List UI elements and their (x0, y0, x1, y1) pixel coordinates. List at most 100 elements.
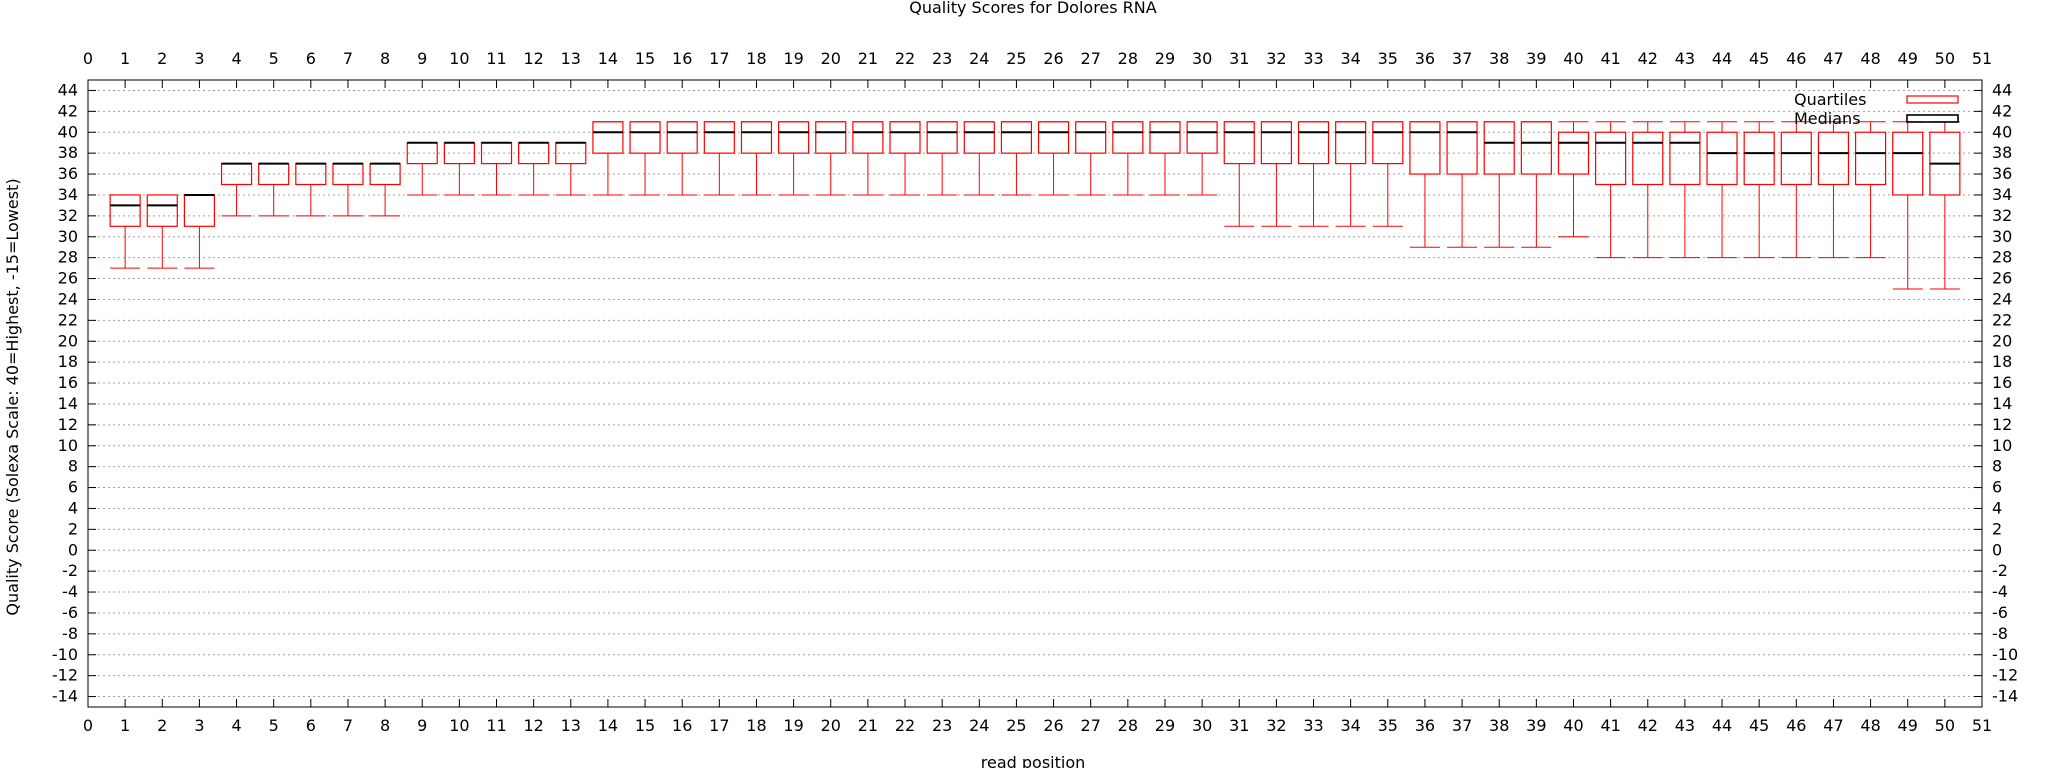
y-tick-label: 14 (58, 394, 78, 413)
x-tick-label: 7 (343, 49, 353, 68)
x-tick-label: 41 (1600, 716, 1620, 735)
x-tick-label: 16 (672, 49, 692, 68)
quartile-box (778, 121, 810, 154)
box-position-26 (1037, 121, 1070, 196)
quartile-box (1000, 121, 1033, 154)
x-tick-label: 36 (1415, 716, 1435, 735)
y-tick-label: -14 (52, 687, 78, 706)
quartile-box (1483, 121, 1515, 175)
x-tick-label: 21 (858, 49, 878, 68)
box-position-41 (1595, 121, 1627, 259)
y-tick-label: -14 (1992, 687, 2018, 706)
x-tick-label: 19 (783, 716, 803, 735)
x-tick-label: 11 (486, 716, 506, 735)
y-tick-label: 26 (58, 269, 78, 288)
x-tick-label: 8 (380, 49, 390, 68)
x-tick-label: 11 (486, 49, 506, 68)
box-position-28 (1112, 121, 1144, 196)
x-tick-label: 1 (120, 49, 130, 68)
box-position-18 (740, 121, 773, 196)
quartile-box (1817, 131, 1850, 186)
y-tick-label: -10 (1992, 645, 2018, 664)
x-tick-label: 20 (821, 716, 841, 735)
y-tick-label: -12 (52, 666, 78, 685)
y-tick-label: -12 (1992, 666, 2018, 685)
x-tick-label: 47 (1823, 49, 1843, 68)
box-position-10 (443, 141, 475, 196)
y-tick-label: 28 (58, 248, 78, 267)
y-tick-label: -6 (62, 603, 78, 622)
y-tick-label: 40 (1992, 122, 2012, 141)
box-position-21 (852, 121, 884, 196)
x-tick-label: 28 (1118, 49, 1138, 68)
x-tick-label: 17 (709, 49, 729, 68)
y-tick-label: 24 (1992, 289, 2012, 308)
x-tick-label: 30 (1192, 716, 1212, 735)
x-tick-label: 1 (120, 716, 130, 735)
box-position-19 (778, 121, 810, 196)
quartile-box (1706, 131, 1738, 186)
box-position-47 (1817, 121, 1850, 259)
x-tick-label: 23 (932, 716, 952, 735)
x-tick-label: 2 (157, 716, 167, 735)
x-tick-label: 35 (1378, 716, 1398, 735)
x-tick-label: 5 (269, 49, 279, 68)
quartile-box (1149, 121, 1181, 154)
x-tick-label: 42 (1638, 49, 1658, 68)
quartile-box (703, 121, 735, 154)
quartile-box (666, 121, 698, 154)
grid-layer (88, 89, 1982, 698)
box-position-12 (518, 141, 550, 196)
quartile-box (1037, 121, 1070, 154)
quartile-box (629, 121, 661, 154)
quartile-box (1780, 131, 1812, 186)
box-position-27 (1075, 121, 1107, 196)
x-tick-label: 33 (1303, 716, 1323, 735)
box-position-25 (1000, 121, 1033, 196)
quartile-box (1446, 121, 1478, 175)
box-position-35 (1372, 121, 1404, 227)
y-tick-label: 24 (58, 289, 78, 308)
x-tick-label: 41 (1600, 49, 1620, 68)
box-position-45 (1743, 121, 1775, 259)
x-tick-label: 25 (1006, 49, 1026, 68)
quartile-box (740, 121, 773, 154)
box-position-46 (1780, 121, 1812, 259)
box-position-6 (295, 162, 327, 217)
x-tick-label: 28 (1118, 716, 1138, 735)
y-tick-label: 8 (1992, 457, 2002, 476)
x-tick-label: 14 (598, 716, 618, 735)
y-tick-label: 22 (1992, 310, 2012, 329)
y-tick-label: 12 (58, 415, 78, 434)
x-tick-label: 49 (1898, 716, 1918, 735)
y-tick-label: 20 (58, 331, 78, 350)
x-tick-label: 3 (194, 49, 204, 68)
box-position-32 (1260, 121, 1292, 227)
quartile-box (1260, 121, 1292, 165)
quartile-box (1186, 121, 1218, 154)
box-position-40 (1557, 121, 1590, 238)
box-position-38 (1483, 121, 1515, 248)
y-tick-label: 10 (58, 436, 78, 455)
box-position-15 (629, 121, 661, 196)
box-position-50 (1929, 121, 1961, 290)
box-position-36 (1409, 121, 1441, 248)
y-tick-label: 40 (58, 122, 78, 141)
box-position-31 (1223, 121, 1255, 227)
x-tick-label: 45 (1749, 49, 1769, 68)
x-tick-label: 27 (1081, 716, 1101, 735)
x-tick-label: 33 (1303, 49, 1323, 68)
y-tick-label: -8 (62, 624, 78, 643)
y-tick-label: -4 (1992, 582, 2008, 601)
x-tick-label: 35 (1378, 49, 1398, 68)
y-tick-label: 14 (1992, 394, 2012, 413)
x-tick-label: 6 (306, 716, 316, 735)
quartile-box (592, 121, 624, 154)
box-position-24 (963, 121, 995, 196)
x-tick-label: 51 (1972, 716, 1992, 735)
y-tick-label: 2 (1992, 519, 2002, 538)
y-tick-label: 20 (1992, 331, 2012, 350)
y-tick-label: 38 (1992, 143, 2012, 162)
x-tick-label: 40 (1563, 49, 1583, 68)
